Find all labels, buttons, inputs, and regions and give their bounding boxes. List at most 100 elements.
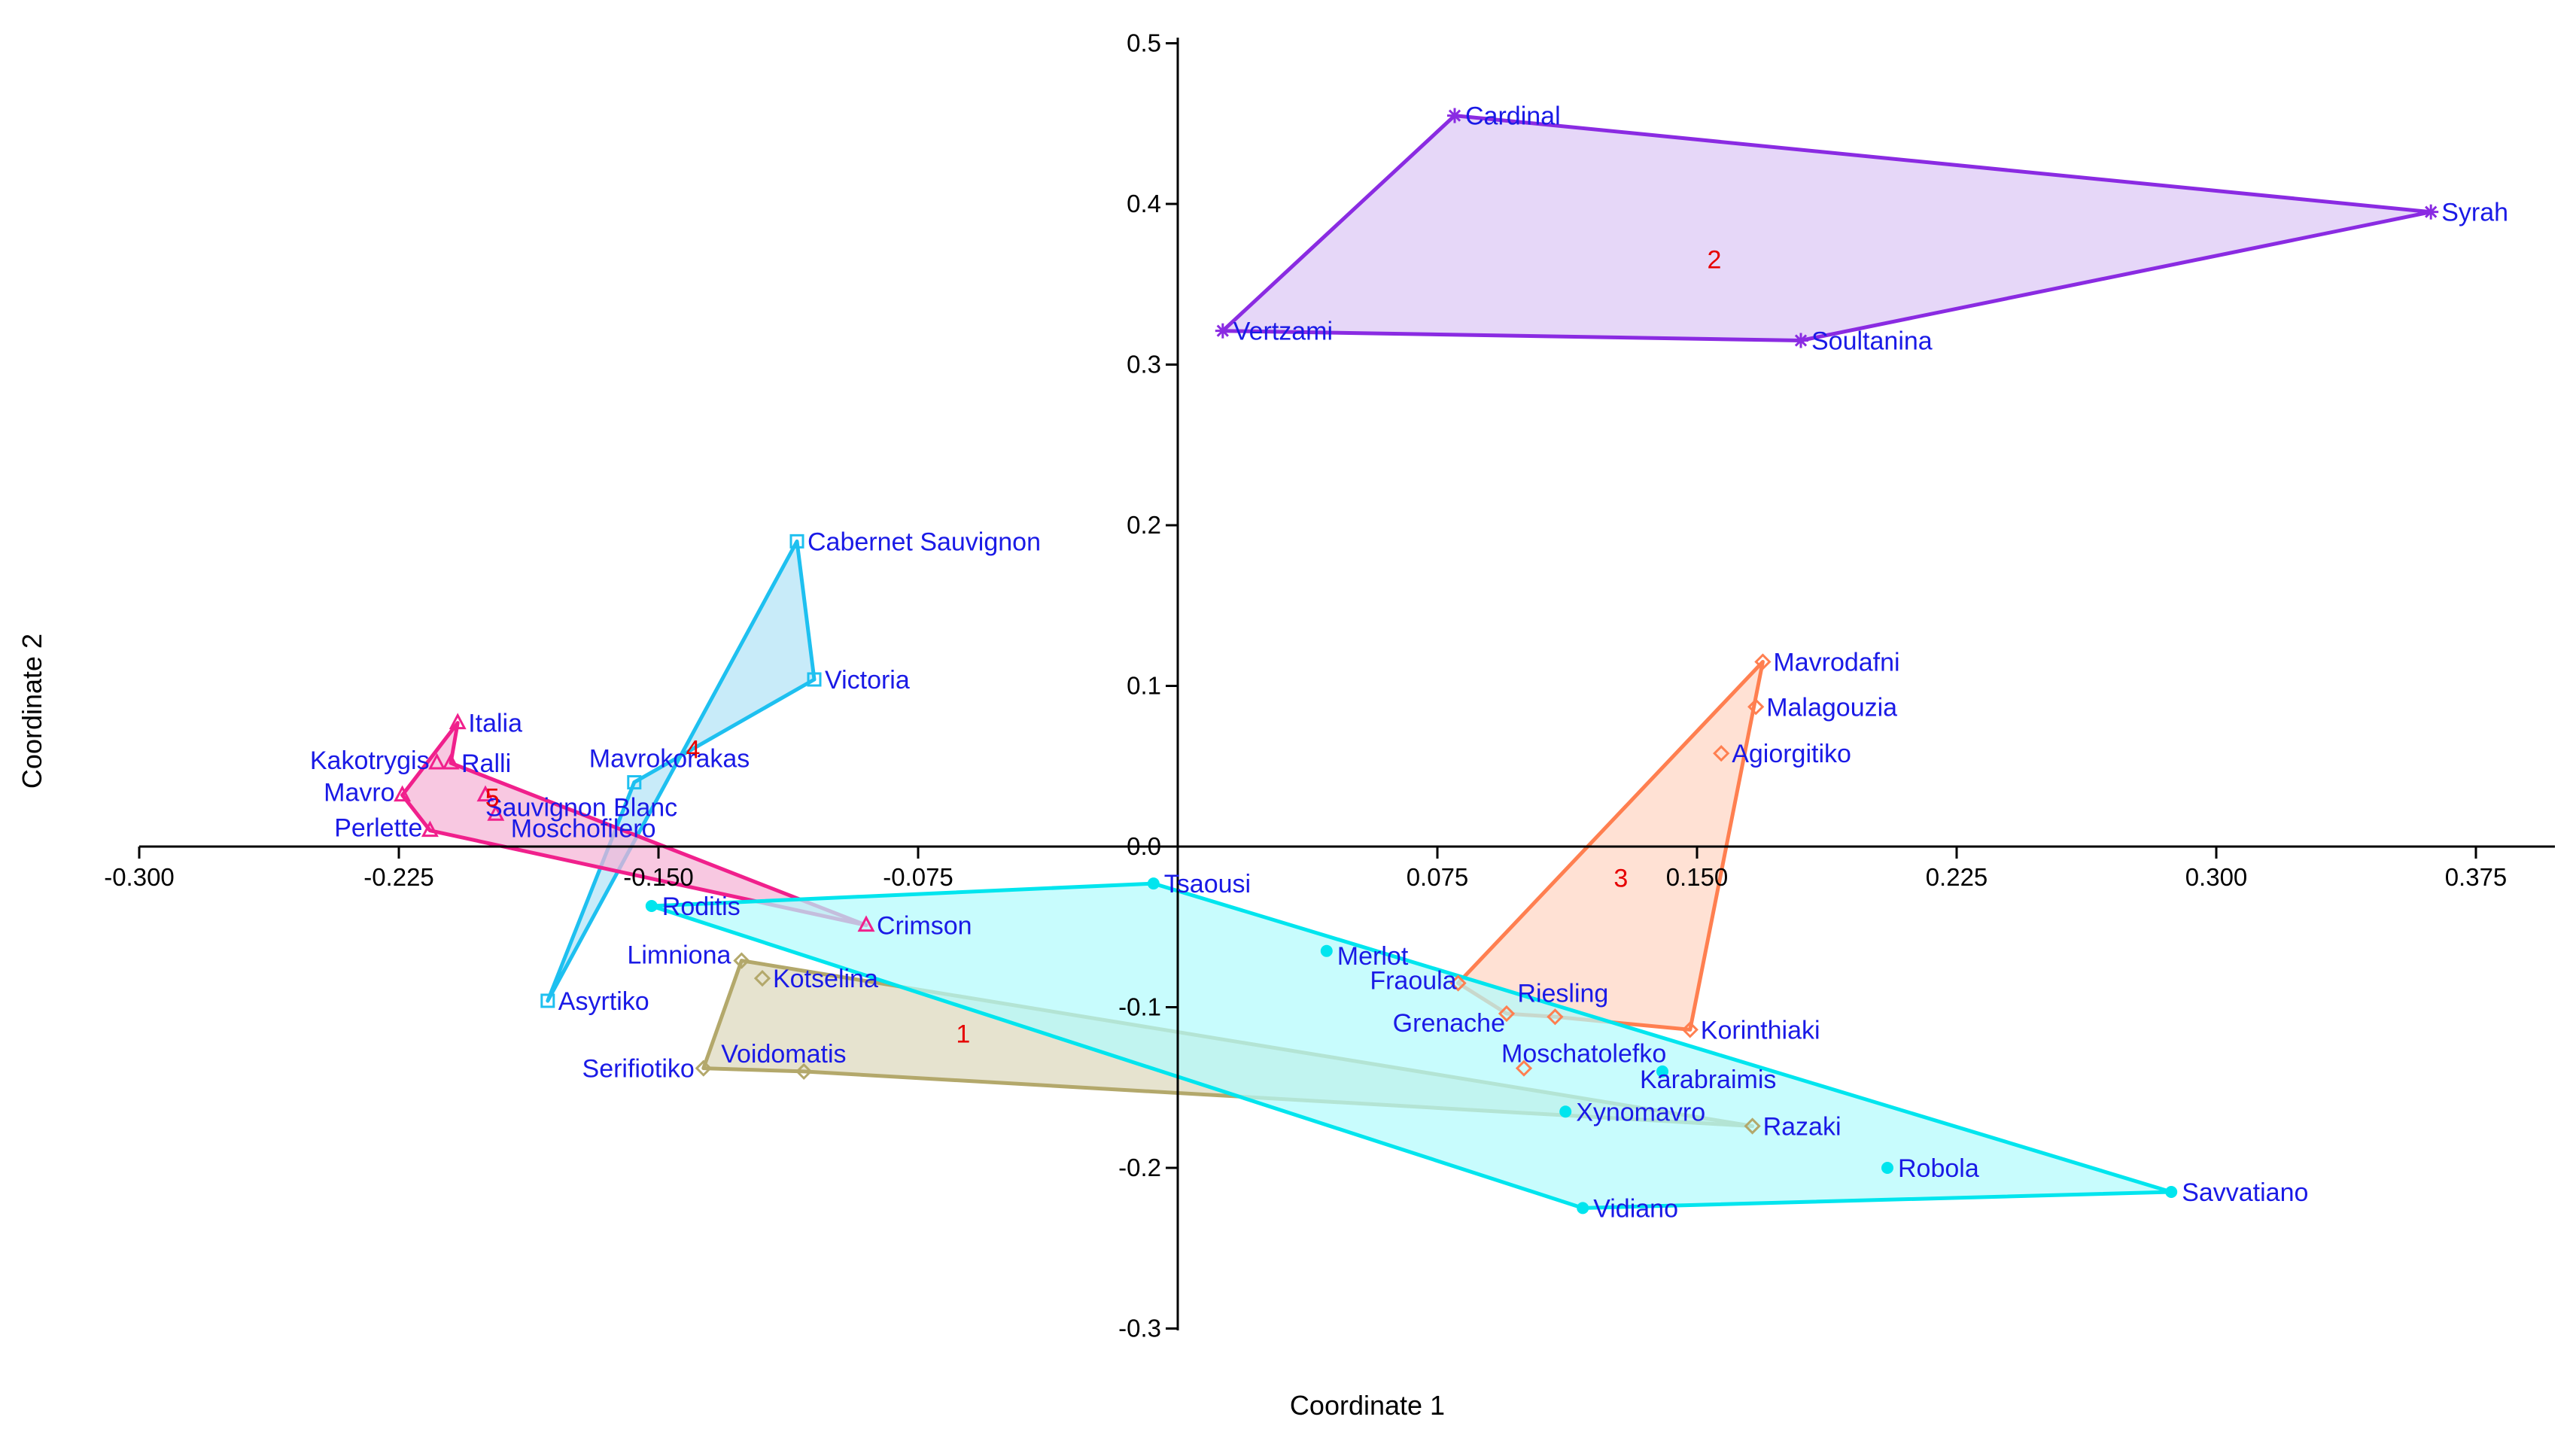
point-malagouzia	[1747, 698, 1765, 716]
point-agiorgitiko	[1713, 745, 1730, 762]
label-asyrtiko: Asyrtiko	[558, 987, 649, 1016]
label-kotselina: Kotselina	[773, 965, 878, 993]
point-vidiano	[1577, 1202, 1589, 1215]
point-mavrodafni	[1754, 653, 1772, 670]
y-tick-label: -0.1	[1118, 993, 1161, 1021]
label-mavrokorakas: Mavrokorakas	[589, 745, 750, 774]
point-labels: Limniona Kotselina Serifiotiko Voidomatis Ra…	[310, 102, 2508, 1224]
y-tick-label: -0.3	[1118, 1315, 1161, 1342]
point-xynomavro	[1559, 1105, 1572, 1118]
point-italia	[449, 713, 467, 730]
point-perlette	[421, 820, 439, 838]
y-tick-label: 0.0	[1127, 832, 1161, 860]
cluster-number-2: 2	[1708, 245, 1722, 274]
point-cabernet-sauvignon	[789, 534, 804, 549]
label-grenache: Grenache	[1393, 1009, 1505, 1038]
x-axis-title: Coordinate 1	[1290, 1390, 1445, 1421]
point-tsaousi	[1147, 877, 1160, 890]
label-soultanina: Soultanina	[1811, 327, 1933, 355]
label-voidomatis: Voidomatis	[721, 1040, 846, 1069]
label-fraoula: Fraoula	[1370, 966, 1456, 995]
x-tick-label: -0.225	[363, 863, 434, 891]
label-savvatiano: Savvatiano	[2182, 1178, 2308, 1207]
y-tick-label: 0.5	[1127, 29, 1161, 57]
label-serifiotiko: Serifiotiko	[582, 1055, 695, 1084]
x-tick-label: -0.300	[104, 863, 175, 891]
point-sauvignon-blanc	[476, 785, 494, 802]
label-limniona: Limniona	[627, 941, 731, 970]
label-tsaousi: Tsaousi	[1164, 870, 1251, 898]
point-mavrokorakas	[627, 775, 642, 790]
point-korinthiaki	[1681, 1021, 1699, 1038]
point-karabraimis	[1656, 1065, 1668, 1078]
label-cardinal: Cardinal	[1465, 102, 1561, 131]
cluster-number-5: 5	[485, 784, 500, 813]
point-moschofilero	[487, 804, 505, 821]
label-kakotrygis: Kakotrygis	[310, 746, 430, 775]
axes: -0.300 -0.225 -0.150 -0.075 0.075 0.150 0.225 0…	[104, 29, 2555, 1342]
label-mavrodafni: Mavrodafni	[1773, 648, 1899, 676]
star-stroke	[1448, 109, 1461, 122]
point-crimson	[857, 915, 875, 932]
point-voidomatis	[795, 1063, 813, 1081]
point-mavro	[394, 785, 412, 802]
point-soultanina	[1793, 333, 1808, 348]
y-tick-label: 0.2	[1127, 511, 1161, 539]
label-agiorgitiko: Agiorgitiko	[1732, 740, 1851, 768]
cluster-numbers: 1 2 3 4 5	[485, 245, 1722, 1048]
y-tick-label: 0.1	[1127, 672, 1161, 700]
y-tick-label: 0.4	[1127, 190, 1161, 217]
label-korinthiaki: Korinthiaki	[1701, 1016, 1820, 1044]
point-robola	[1881, 1162, 1893, 1174]
point-victoria	[807, 672, 822, 687]
label-perlette: Perlette	[334, 814, 422, 843]
point-limniona	[733, 952, 750, 969]
point-ralli	[442, 752, 460, 770]
point-riesling	[1547, 1008, 1564, 1026]
star-stroke	[2425, 205, 2438, 218]
cluster-hulls	[400, 114, 2433, 1210]
label-malagouzia: Malagouzia	[1766, 693, 1897, 722]
label-moschofilero: Moschofilero	[511, 814, 656, 843]
x-tick-label: -0.150	[623, 863, 694, 891]
label-moschatolefko: Moschatolefko	[1501, 1040, 1666, 1069]
label-karabraimis: Karabraimis	[1640, 1066, 1776, 1094]
hull-cluster-5	[400, 721, 868, 928]
cluster-number-3: 3	[1613, 864, 1628, 892]
x-tick-label: 0.150	[1666, 863, 1729, 891]
point-grenache	[1498, 1005, 1516, 1023]
cluster-number-1: 1	[956, 1020, 970, 1048]
point-serifiotiko	[695, 1060, 712, 1077]
point-fraoula	[1449, 974, 1467, 992]
label-razaki: Razaki	[1763, 1112, 1842, 1141]
label-vidiano: Vidiano	[1593, 1194, 1678, 1223]
point-razaki	[1744, 1117, 1761, 1135]
label-crimson: Crimson	[877, 912, 972, 941]
label-merlot: Merlot	[1337, 942, 1409, 971]
label-vertzami: Vertzami	[1233, 318, 1333, 346]
star-stroke	[1216, 324, 1229, 337]
label-roditis: Roditis	[662, 892, 741, 921]
x-tick-label: 0.225	[1926, 863, 1988, 891]
x-tick-label: -0.075	[883, 863, 953, 891]
label-xynomavro: Xynomavro	[1576, 1098, 1705, 1126]
label-cabernet-sauvignon: Cabernet Sauvignon	[807, 527, 1041, 556]
point-kakotrygis	[428, 752, 446, 770]
point-kotselina	[753, 969, 771, 987]
point-asyrtiko	[540, 993, 555, 1008]
y-tick-label: -0.2	[1118, 1154, 1161, 1181]
label-syrah: Syrah	[2441, 199, 2508, 227]
point-vertzami	[1215, 323, 1230, 339]
x-tick-label: 0.375	[2445, 863, 2508, 891]
y-axis-title: Coordinate 2	[17, 634, 47, 789]
star-stroke	[1794, 334, 1808, 347]
label-robola: Robola	[1898, 1154, 1979, 1183]
point-cardinal	[1447, 108, 1462, 123]
cluster-number-4: 4	[686, 736, 701, 765]
point-roditis	[645, 899, 658, 912]
point-savvatiano	[2165, 1186, 2178, 1199]
point-syrah	[2423, 204, 2439, 220]
hull-cluster-2	[1221, 114, 2433, 342]
